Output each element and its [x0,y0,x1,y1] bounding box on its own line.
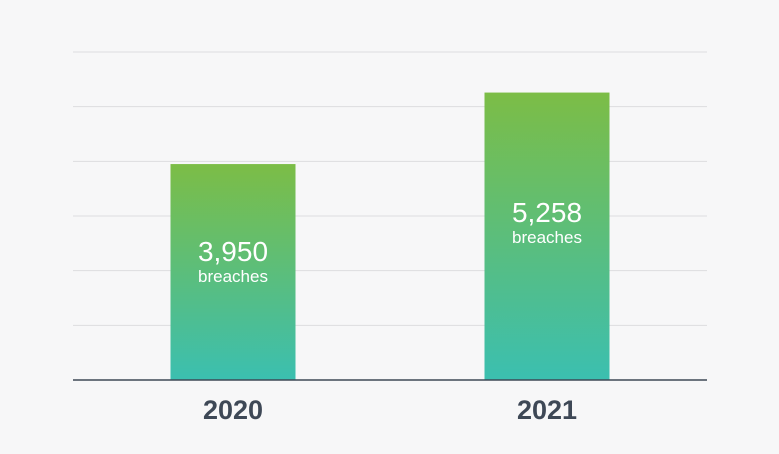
x-tick-label-2020: 2020 [203,395,263,425]
gridlines [73,51,707,326]
bar-2021 [484,92,610,380]
category-labels: 2020 2021 [203,395,577,425]
data-label-unit: breaches [512,228,582,247]
data-label-value: 3,950 [198,236,268,267]
bar-2020 [170,164,296,380]
x-tick-label-2021: 2021 [517,395,577,425]
data-label-value: 5,258 [512,197,582,228]
data-label-unit: breaches [198,267,268,286]
